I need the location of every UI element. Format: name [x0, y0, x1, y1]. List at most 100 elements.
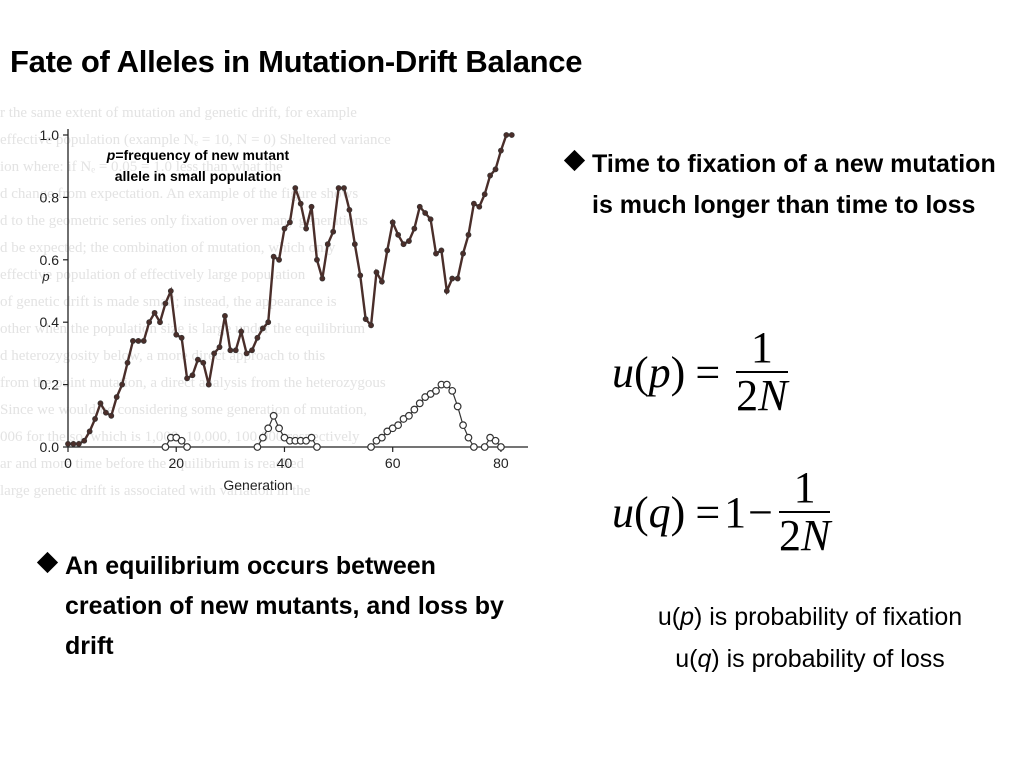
- formula-p-fraction: 1 2N: [736, 325, 788, 420]
- background-text-line: other when the population size is large …: [0, 321, 366, 337]
- data-point-filled: [113, 394, 120, 400]
- data-point-filled: [319, 275, 326, 282]
- data-point-filled: [303, 225, 310, 232]
- x-tick-label: 0: [64, 455, 72, 471]
- data-point-filled: [238, 328, 245, 335]
- data-point-filled: [140, 338, 147, 344]
- y-axis-label: p: [41, 269, 49, 284]
- data-point-filled: [443, 288, 450, 294]
- data-point-filled: [378, 278, 385, 285]
- data-point-filled: [200, 359, 207, 366]
- formula-p-var: p: [648, 347, 671, 397]
- data-point-filled: [508, 132, 515, 138]
- diamond-bullet-icon: [563, 149, 586, 172]
- data-point-filled: [481, 191, 488, 198]
- formula-p-denominator: 2N: [736, 371, 788, 420]
- data-point-filled: [151, 309, 158, 316]
- background-text-line: ion where: if Nₑ = 0.05 = 1.0 less than …: [0, 159, 283, 175]
- y-tick-label: 0.6: [40, 252, 60, 268]
- data-point-filled: [460, 250, 466, 257]
- formula-q-var: q: [648, 487, 671, 537]
- definition-loss: u(q) is probability of loss: [675, 645, 945, 673]
- data-point-filled: [254, 334, 261, 341]
- data-point-filled: [205, 381, 212, 388]
- data-point-filled: [130, 338, 136, 344]
- background-text-line: r the same extent of mutation and geneti…: [0, 105, 357, 121]
- y-tick-label: 1.0: [40, 127, 60, 143]
- background-text: r the same extent of mutation and geneti…: [0, 100, 560, 500]
- data-point-open: [307, 433, 316, 442]
- data-point-open: [269, 411, 278, 420]
- background-text-line: d heterozygosity below, a more direct ap…: [0, 348, 326, 364]
- data-point-filled: [97, 400, 104, 407]
- data-point-open: [275, 424, 283, 433]
- series-line-open: [370, 384, 475, 448]
- y-tick-label: 0.8: [40, 189, 60, 205]
- formula-p-func: u: [612, 347, 634, 397]
- data-point-filled: [476, 203, 483, 210]
- data-point-open: [448, 386, 457, 395]
- data-point-open: [464, 433, 473, 442]
- data-point-filled: [449, 275, 456, 282]
- data-point-filled: [243, 350, 250, 357]
- fraction-bar: [778, 511, 831, 513]
- background-text-line: effective population (example Nₑ = 10, N…: [0, 132, 391, 148]
- background-text-line: ar and more time before the equilibrium …: [0, 456, 305, 472]
- background-text-line: effective population of effectively larg…: [0, 267, 306, 283]
- data-point-filled: [411, 225, 418, 232]
- x-tick-label: 40: [277, 455, 293, 471]
- formula-p-lhs: u(p): [612, 347, 686, 397]
- formula-q-minus: −: [748, 487, 773, 537]
- formula-q-numerator: 1: [793, 463, 816, 512]
- formula-loss: u(q) = 1 − 1 2N: [612, 463, 831, 560]
- data-point-filled: [470, 200, 477, 207]
- data-point-filled: [162, 300, 169, 307]
- data-point-filled: [368, 322, 374, 329]
- data-point-filled: [324, 241, 331, 248]
- y-tick-label: 0.4: [40, 314, 60, 330]
- data-point-filled: [400, 241, 407, 248]
- data-point-filled: [433, 250, 439, 257]
- data-point-open: [253, 443, 262, 451]
- data-point-filled: [406, 238, 412, 244]
- data-point-open: [442, 380, 451, 389]
- x-tick-label: 60: [385, 455, 401, 471]
- data-point-filled: [259, 325, 266, 332]
- data-point-filled: [216, 344, 223, 351]
- x-axis-label: Generation: [223, 477, 292, 493]
- data-point-filled: [70, 440, 77, 447]
- fraction-bar: [736, 371, 788, 373]
- chart-annotation: p=frequency of new mutant allele in smal…: [103, 145, 293, 187]
- data-point-filled: [65, 440, 71, 447]
- formula-q-lhs: u(q): [612, 487, 686, 537]
- data-point-open: [313, 443, 321, 451]
- annotation-text: =frequency of new mutant allele in small…: [114, 147, 290, 184]
- data-point-filled: [389, 219, 396, 226]
- data-point-filled: [362, 316, 369, 322]
- data-point-filled: [330, 228, 337, 235]
- data-point-filled: [189, 372, 196, 379]
- bullet-fixation-time: Time to fixation of a new mutation is mu…: [563, 144, 1022, 226]
- data-point-filled: [341, 185, 347, 191]
- data-point-filled: [184, 375, 190, 382]
- data-point-open: [264, 424, 273, 433]
- slide-title: Fate of Alleles in Mutation-Drift Balanc…: [10, 44, 583, 79]
- data-point-filled: [222, 313, 228, 319]
- data-point-filled: [276, 256, 282, 263]
- data-point-filled: [232, 347, 239, 354]
- data-point-filled: [124, 359, 131, 366]
- y-tick-label: 0.2: [40, 377, 60, 393]
- data-point-filled: [292, 185, 299, 191]
- data-point-open: [453, 402, 462, 411]
- data-point-open: [469, 443, 478, 451]
- data-point-open: [480, 443, 489, 451]
- data-point-filled: [335, 185, 342, 191]
- annotation-p-symbol: p: [106, 147, 116, 163]
- data-point-filled: [438, 247, 445, 254]
- data-point-filled: [465, 231, 472, 238]
- data-point-open: [497, 443, 505, 451]
- data-point-filled: [108, 412, 115, 419]
- data-point-filled: [178, 334, 185, 341]
- data-point-filled: [102, 409, 109, 416]
- data-point-filled: [422, 210, 429, 216]
